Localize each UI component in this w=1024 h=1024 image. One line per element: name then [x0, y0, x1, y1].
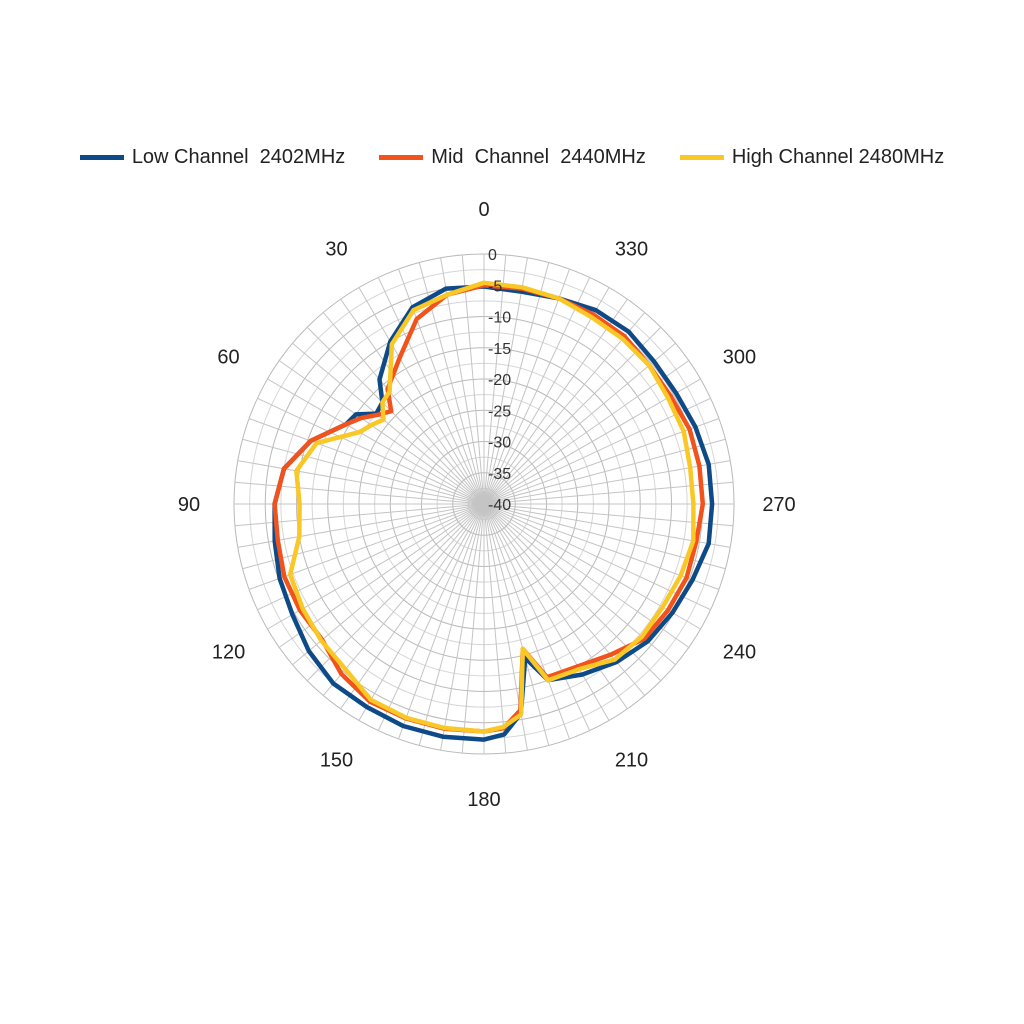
grid-spoke: [292, 342, 485, 505]
grid-spoke: [461, 254, 485, 505]
grid-spoke: [483, 257, 528, 505]
grid-spoke: [483, 503, 610, 721]
grid-spoke: [483, 397, 711, 505]
grid-spoke: [257, 397, 485, 505]
angular-tick-labels: 0 30 60 90 120 150 180 210 240 270 300 330: [178, 199, 796, 811]
grid-spoke: [483, 268, 570, 505]
radial-tick-label: 0: [488, 247, 497, 264]
grid-spoke: [483, 503, 550, 746]
grid-spoke: [483, 503, 507, 754]
series-line-low-channel: [272, 284, 715, 742]
grid-spoke: [440, 503, 485, 751]
grid-spoke: [340, 298, 485, 505]
grid-spoke: [248, 418, 485, 505]
grid-spoke: [483, 326, 662, 505]
series-line-high-channel: [287, 280, 696, 734]
grid-spoke: [418, 503, 485, 746]
radial-tick-label: -25: [488, 403, 511, 420]
legend-swatch-mid-channel: [379, 155, 424, 160]
legend-swatch-low-channel: [79, 155, 124, 160]
angular-tick-label: 180: [467, 789, 500, 811]
grid-spoke: [483, 503, 591, 731]
legend-label-mid-channel: Mid Channel 2440MHz: [431, 146, 646, 168]
legend-item-high-channel[interactable]: High Channel 2480MHz: [679, 146, 945, 169]
grid-spoke: [483, 503, 726, 570]
radial-tick-label: -10: [488, 310, 511, 327]
grid-spoke: [483, 254, 507, 505]
grid-spoke: [398, 503, 485, 740]
grid-spoke: [483, 287, 610, 505]
legend-swatch-high-channel: [679, 155, 724, 160]
angular-tick-label: 150: [320, 749, 353, 771]
series-group: [272, 280, 715, 742]
radial-tick-label: -40: [488, 497, 511, 514]
grid-spoke: [340, 503, 485, 710]
radial-tick-label: -30: [488, 435, 511, 452]
angular-tick-label: 90: [178, 494, 200, 516]
grid-spoke: [483, 503, 628, 710]
angular-tick-label: 300: [723, 347, 756, 369]
angular-tick-label: 270: [762, 494, 795, 516]
radial-tick-labels: 0 -5 -10 -15 -20 -25 -30 -35 -40: [488, 247, 511, 514]
grid-spoke: [358, 287, 485, 505]
grid-spoke: [237, 460, 485, 505]
grid-spoke: [306, 503, 485, 682]
angular-tick-label: 120: [212, 642, 245, 664]
grid-spoke: [292, 503, 485, 666]
grid-spoke: [483, 378, 701, 505]
legend-label-high-channel: High Channel 2480MHz: [731, 146, 945, 168]
angular-tick-label: 0: [478, 199, 489, 221]
legend-label-low-channel: Low Channel 2402MHz: [131, 146, 346, 168]
grid-spoke: [278, 360, 485, 505]
grid-spoke: [483, 418, 720, 505]
grid-spoke: [322, 312, 485, 505]
grid-spoke: [234, 481, 485, 505]
grid-spoke: [358, 503, 485, 721]
radial-tick-label: -20: [488, 372, 511, 389]
grid-spoke: [377, 503, 485, 731]
grid-spoke: [322, 503, 485, 696]
grid-spoke: [483, 503, 731, 548]
radial-tick-label: -5: [488, 278, 502, 295]
legend-item-mid-channel[interactable]: Mid Channel 2440MHz: [379, 146, 646, 169]
grid-spoke: [377, 277, 485, 505]
legend: Low Channel 2402MHz Mid Channel 2440MHz …: [0, 146, 1024, 169]
radial-tick-label: -15: [488, 341, 511, 358]
angular-tick-label: 240: [723, 642, 756, 664]
grid-spoke: [483, 298, 628, 505]
angular-tick-label: 30: [325, 239, 347, 261]
radial-tick-label: -35: [488, 466, 511, 483]
grid-spoke: [483, 312, 646, 505]
polar-grid: [233, 253, 735, 755]
grid-spoke: [306, 326, 485, 505]
grid-spoke: [242, 438, 485, 505]
angular-tick-label: 210: [615, 749, 648, 771]
legend-item-low-channel[interactable]: Low Channel 2402MHz: [79, 146, 346, 169]
grid-spoke: [483, 262, 550, 505]
angular-tick-label: 60: [217, 347, 239, 369]
grid-spoke: [483, 503, 570, 740]
grid-spoke: [440, 257, 485, 505]
grid-spoke: [461, 503, 485, 754]
grid-spoke: [483, 360, 690, 505]
grid-spoke: [483, 277, 591, 505]
grid-spoke: [483, 342, 676, 505]
grid-spoke: [267, 378, 485, 505]
angular-tick-label: 330: [615, 239, 648, 261]
